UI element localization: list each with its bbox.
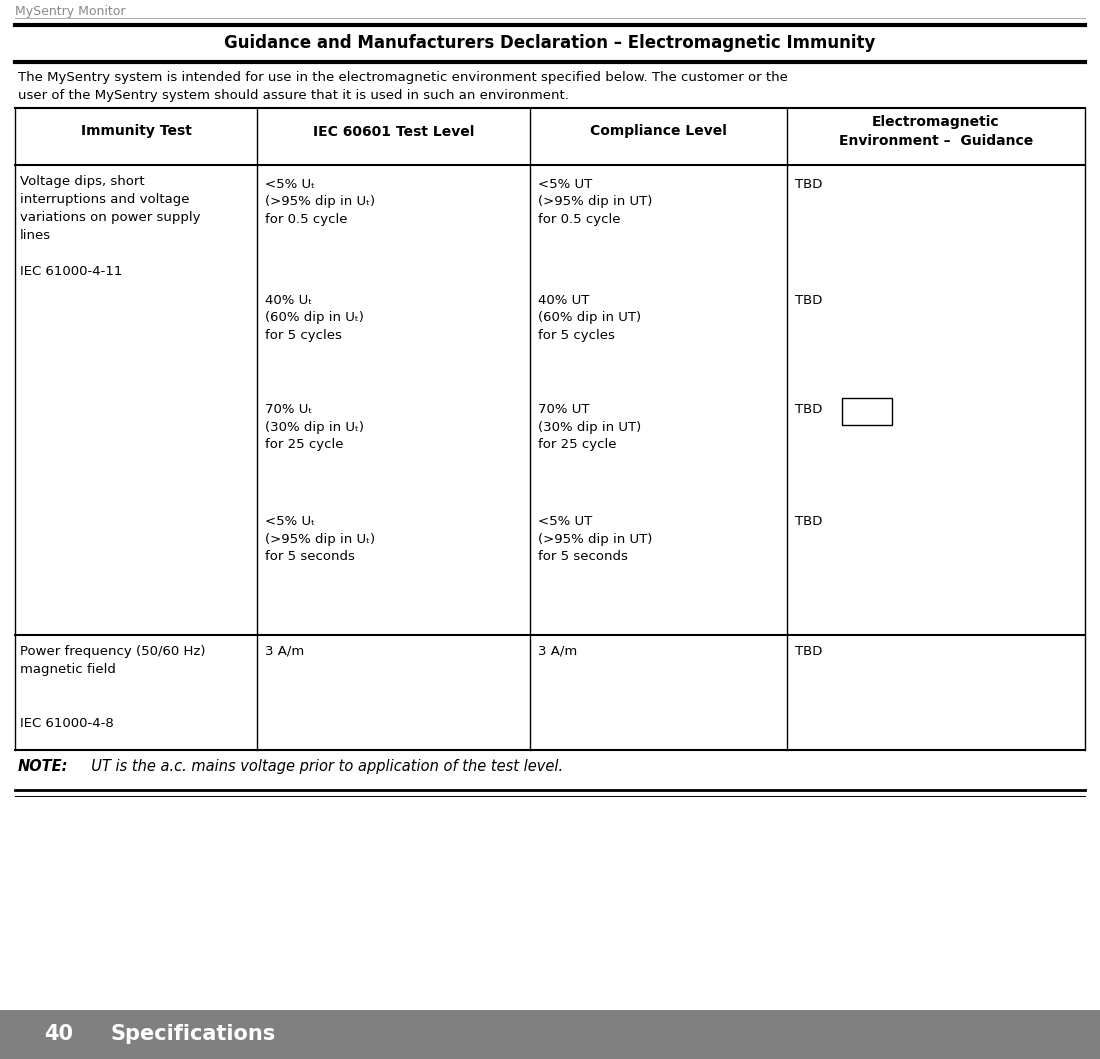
Text: Immunity Test: Immunity Test <box>80 125 191 139</box>
Text: Voltage dips, short
interruptions and voltage
variations on power supply
lines

: Voltage dips, short interruptions and vo… <box>20 175 200 279</box>
Text: Specifications: Specifications <box>110 1024 275 1044</box>
Text: TBD: TBD <box>795 178 823 191</box>
Text: Compliance Level: Compliance Level <box>590 125 727 139</box>
Text: Guidance and Manufacturers Declaration – Electromagnetic Immunity: Guidance and Manufacturers Declaration –… <box>224 35 876 53</box>
Text: <5% UT
(>95% dip in UT)
for 0.5 cycle: <5% UT (>95% dip in UT) for 0.5 cycle <box>538 178 652 226</box>
Text: <5% Uₜ
(>95% dip in Uₜ)
for 5 seconds: <5% Uₜ (>95% dip in Uₜ) for 5 seconds <box>265 515 375 563</box>
Text: 40% Uₜ
(60% dip in Uₜ)
for 5 cycles: 40% Uₜ (60% dip in Uₜ) for 5 cycles <box>265 294 364 342</box>
Text: 70% Uₜ
(30% dip in Uₜ)
for 25 cycle: 70% Uₜ (30% dip in Uₜ) for 25 cycle <box>265 403 364 451</box>
Text: <5% Uₜ
(>95% dip in Uₜ)
for 0.5 cycle: <5% Uₜ (>95% dip in Uₜ) for 0.5 cycle <box>265 178 375 226</box>
Text: TBD: TBD <box>795 515 823 528</box>
Text: TBD: TBD <box>795 645 823 658</box>
Text: 70% UT
(30% dip in UT)
for 25 cycle: 70% UT (30% dip in UT) for 25 cycle <box>538 403 641 451</box>
Text: IEC 60601 Test Level: IEC 60601 Test Level <box>312 125 474 139</box>
Text: The MySentry system is intended for use in the electromagnetic environment speci: The MySentry system is intended for use … <box>18 71 788 102</box>
Text: Electromagnetic
Environment –  Guidance: Electromagnetic Environment – Guidance <box>839 115 1033 147</box>
Text: UT is the a.c. mains voltage prior to application of the test level.: UT is the a.c. mains voltage prior to ap… <box>81 759 563 774</box>
Bar <box>842 398 892 425</box>
Text: 3 A/m: 3 A/m <box>265 645 305 658</box>
Text: Power frequency (50/60 Hz)
magnetic field


IEC 61000-4-8: Power frequency (50/60 Hz) magnetic fiel… <box>20 645 206 730</box>
Text: TBD: TBD <box>795 403 823 416</box>
Text: <5% UT
(>95% dip in UT)
for 5 seconds: <5% UT (>95% dip in UT) for 5 seconds <box>538 515 652 563</box>
Text: 40: 40 <box>44 1024 73 1044</box>
Text: 40% UT
(60% dip in UT)
for 5 cycles: 40% UT (60% dip in UT) for 5 cycles <box>538 294 641 342</box>
Text: NOTE:: NOTE: <box>18 759 68 774</box>
Bar <box>0 1010 1100 1059</box>
Text: MySentry Monitor: MySentry Monitor <box>15 5 125 18</box>
Text: 3 A/m: 3 A/m <box>538 645 578 658</box>
Text: TBD: TBD <box>795 294 823 307</box>
